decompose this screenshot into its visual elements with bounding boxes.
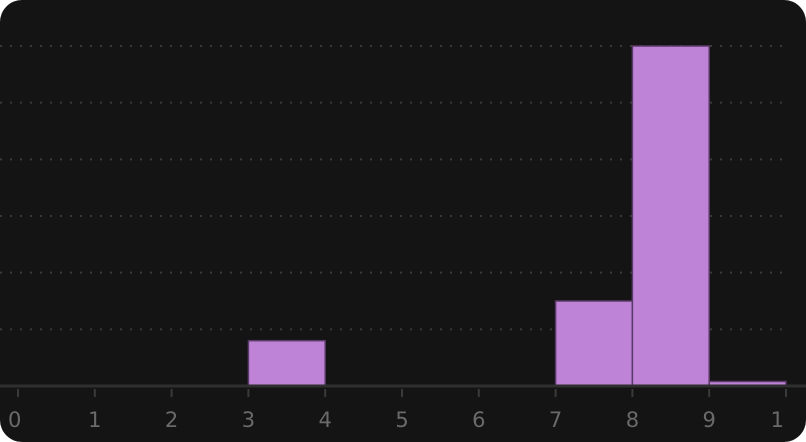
x-tick-label: 0 [8,408,21,432]
x-tick-label: 3 [242,408,255,432]
x-tick-label: 1 [771,408,784,432]
x-tick-label: 4 [319,408,332,432]
x-tick-label: 1 [88,408,101,432]
x-tick-label: 2 [165,408,178,432]
x-tick-label: 5 [395,408,408,432]
histogram-bar-7 [554,300,634,387]
tick-layer: 0 1 2 3 4 5 6 7 8 9 1 [8,389,787,432]
bar-layer [247,45,787,387]
histogram-bar-8 [631,45,710,387]
histogram-bar-3 [247,339,326,387]
x-tick-label: 6 [472,408,485,432]
x-tick-label: 9 [703,408,716,432]
grid-layer [0,45,790,331]
x-tick-label: 8 [626,408,639,432]
x-tick-label: 7 [549,408,562,432]
